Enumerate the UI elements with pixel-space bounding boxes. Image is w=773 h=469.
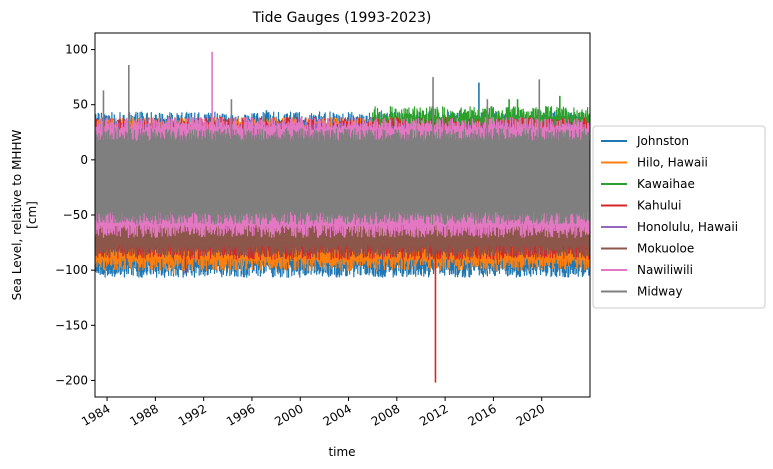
series-layer [95, 51, 590, 383]
y-tick-label: 50 [73, 98, 88, 112]
legend-label: Honolulu, Hawaii [637, 220, 738, 234]
y-tick-label: −100 [55, 263, 88, 277]
chart-title: Tide Gauges (1993-2023) [252, 10, 432, 26]
legend-label: Midway [637, 285, 683, 299]
x-tick-label: 2016 [465, 401, 498, 428]
series-line-nawiliwili [95, 116, 590, 239]
series-line-midway [95, 127, 590, 225]
x-tick-label: 2004 [321, 401, 354, 428]
y-tick-label: 100 [65, 43, 88, 57]
x-tick-label: 1984 [79, 401, 112, 428]
legend: Johnston Hilo, Hawaii Kawaihae Kahului Honol… [592, 125, 766, 309]
legend-label: Nawiliwili [637, 263, 693, 277]
series-line-kawaihae [372, 105, 590, 247]
y-tick-label: −200 [55, 373, 88, 387]
x-tick-label: 2012 [417, 401, 450, 428]
x-axis: 1984 1988 1992 1996 2000 2004 2008 2012 2016 2020 [79, 397, 547, 429]
x-tick-label: 1988 [127, 401, 160, 428]
y-axis-label-line-2: [cm] [25, 201, 39, 229]
x-tick-label: 2000 [272, 401, 305, 428]
y-tick-label: −50 [63, 208, 88, 222]
legend-label: Johnston [636, 134, 689, 148]
series-line-mokuoloe [95, 127, 590, 258]
legend-label: Hilo, Hawaii [637, 156, 708, 170]
x-axis-label: time [328, 445, 355, 459]
y-axis-label-line-1: Sea Level, relative to MHHW [10, 130, 24, 301]
x-tick-label: 2020 [514, 401, 547, 428]
x-tick-label: 2008 [369, 401, 402, 428]
legend-label: Mokuoloe [637, 242, 694, 256]
series-line-johnston [95, 111, 590, 278]
y-axis: 100 50 0 −50 −100 −150 −200 [55, 43, 95, 387]
x-tick-label: 1992 [176, 401, 209, 428]
legend-label: Kahului [637, 199, 682, 213]
x-tick-label: 1996 [224, 401, 257, 428]
y-tick-label: 0 [80, 153, 88, 167]
legend-frame [592, 125, 766, 309]
series-line-hilo-hawaii [95, 116, 590, 272]
y-tick-label: −150 [55, 318, 88, 332]
legend-label: Kawaihae [637, 177, 695, 191]
